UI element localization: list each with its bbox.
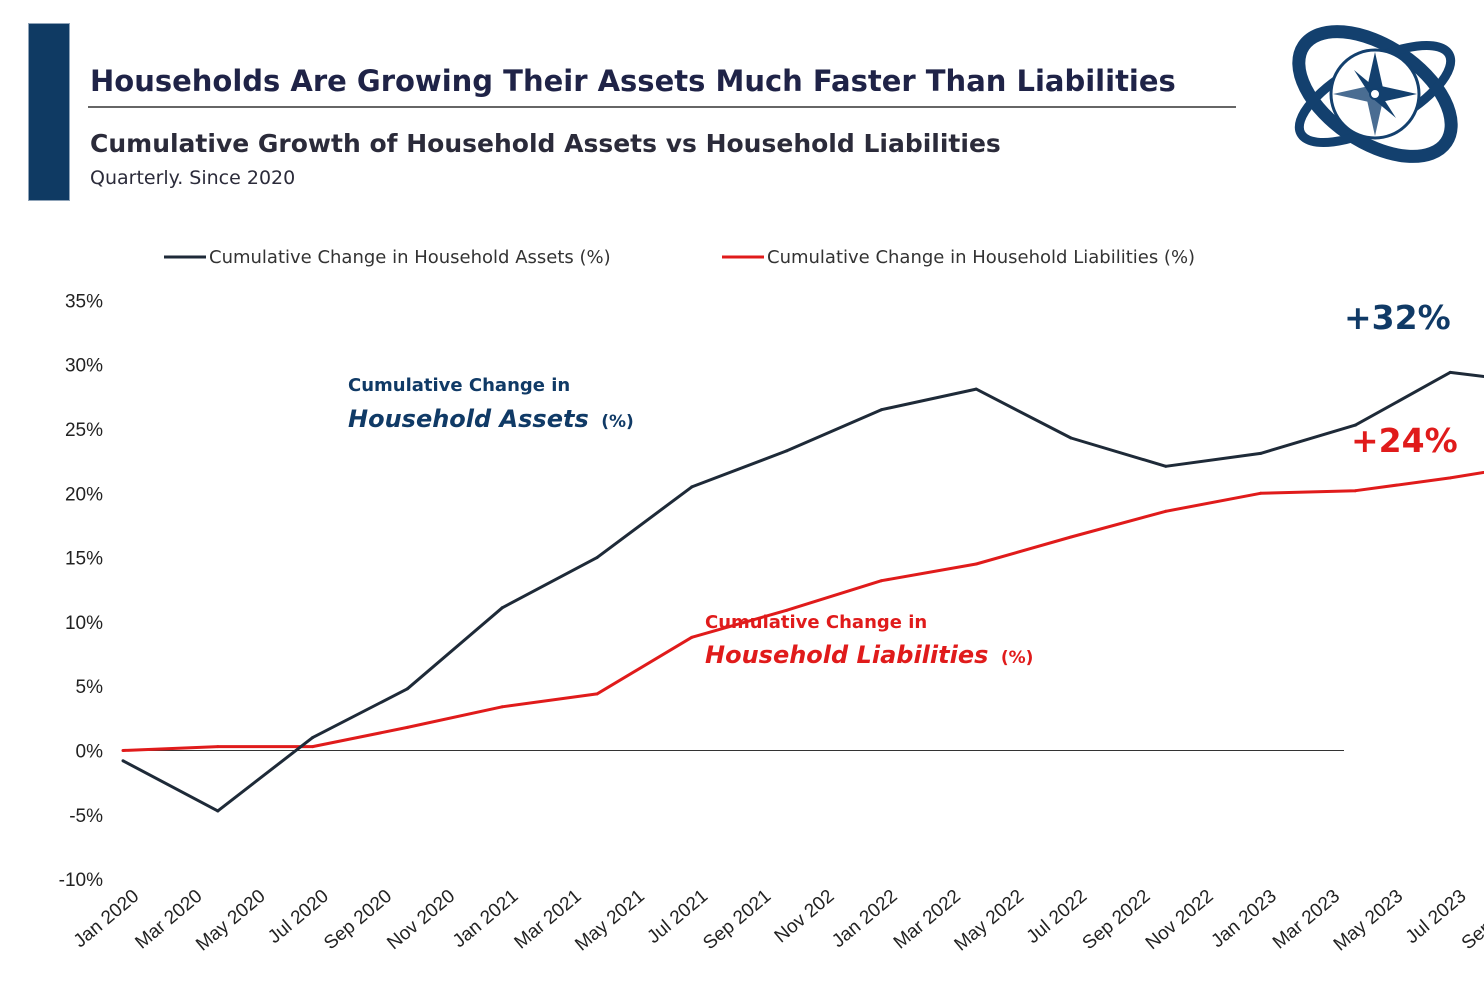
- data-point-assets: [311, 736, 315, 740]
- data-point-liabilities: [879, 579, 883, 583]
- data-point-assets: [595, 556, 599, 560]
- data-point-liabilities: [595, 692, 599, 696]
- data-point-liabilities: [405, 725, 409, 729]
- title-divider: [88, 106, 1236, 108]
- data-point-liabilities: [785, 608, 789, 612]
- end-value-label-assets: +32%: [1344, 298, 1451, 337]
- annotation-assets-prefix: Cumulative Change in: [348, 375, 570, 396]
- annotation-liabilities-unit: (%): [1001, 648, 1034, 668]
- legend-label-assets: Cumulative Change in Household Assets (%…: [209, 247, 611, 268]
- chart-frequency-note: Quarterly. Since 2020: [90, 167, 296, 189]
- data-point-liabilities: [1164, 509, 1168, 513]
- y-tick-label: 20%: [65, 484, 103, 505]
- x-tick-label: Nov 2020: [383, 886, 459, 954]
- annotation-liabilities: Cumulative Change in Household Liabiliti…: [705, 612, 1033, 669]
- annotation-assets-line: Household Assets (%): [348, 405, 634, 433]
- data-point-assets: [500, 606, 504, 610]
- data-point-assets: [1259, 451, 1263, 455]
- y-tick-label: 5%: [76, 677, 104, 698]
- data-point-liabilities: [974, 562, 978, 566]
- end-value-label-liabilities: +24%: [1351, 421, 1458, 460]
- data-point-liabilities: [121, 749, 125, 752]
- x-tick-label: Nov 202: [771, 886, 839, 948]
- x-tick-label: Jan 2022: [828, 886, 901, 952]
- compass-globe-logo-icon: [1292, 25, 1458, 163]
- data-point-liabilities: [216, 745, 220, 749]
- data-point-assets: [1448, 370, 1452, 374]
- data-points: [121, 370, 1452, 813]
- data-point-assets: [974, 387, 978, 391]
- data-point-liabilities: [1448, 476, 1452, 480]
- y-tick-label: 30%: [65, 356, 103, 377]
- legend-label-liabilities: Cumulative Change in Household Liabiliti…: [767, 247, 1195, 268]
- data-point-assets: [690, 485, 694, 489]
- annotation-liabilities-prefix: Cumulative Change in: [705, 612, 927, 633]
- y-tick-label: 25%: [65, 420, 103, 441]
- x-tick-label: Sep 2022: [1079, 886, 1155, 954]
- y-tick-label: -5%: [69, 806, 103, 827]
- y-tick-label: 0%: [76, 742, 104, 763]
- data-point-assets: [121, 759, 125, 763]
- data-point-assets: [1353, 423, 1357, 427]
- data-point-liabilities: [311, 745, 315, 749]
- data-point-liabilities: [1069, 535, 1073, 539]
- data-point-assets: [785, 449, 789, 453]
- y-axis-labels: -10% -5% 0% 5% 10% 15% 20% 25% 30% 35%: [59, 291, 103, 891]
- x-tick-label: May 2021: [571, 886, 648, 956]
- x-tick-label: Jan 2021: [449, 886, 522, 952]
- x-tick-label: Jan 2023: [1207, 886, 1280, 952]
- data-point-assets: [216, 809, 220, 813]
- data-point-liabilities: [500, 705, 504, 709]
- x-tick-label: Jan 2020: [70, 886, 143, 952]
- data-point-liabilities: [1353, 489, 1357, 493]
- data-point-assets: [1069, 436, 1073, 440]
- data-point-assets: [1164, 464, 1168, 468]
- annotation-assets-name: Household Assets: [348, 405, 589, 433]
- y-tick-label: 15%: [65, 549, 103, 570]
- series-line-assets: [122, 370, 1484, 813]
- x-tick-label: May 2020: [192, 886, 269, 956]
- chart-subtitle: Cumulative Growth of Household Assets vs…: [90, 129, 1001, 158]
- x-tick-label: Sep 2021: [699, 886, 775, 954]
- x-tick-label: Nov 2022: [1142, 886, 1218, 954]
- y-tick-label: 35%: [65, 291, 103, 312]
- annotation-liabilities-line: Household Liabilities (%): [705, 641, 1033, 669]
- chart-title: Households Are Growing Their Assets Much…: [90, 64, 1176, 98]
- data-point-assets: [879, 408, 883, 412]
- series-line-liabilities: [122, 470, 1484, 752]
- x-tick-label: May 2022: [951, 886, 1028, 956]
- data-point-assets: [405, 687, 409, 691]
- y-tick-label: -10%: [59, 870, 103, 891]
- annotation-assets: Cumulative Change in Household Assets (%…: [348, 375, 634, 433]
- accent-bar: [29, 24, 69, 200]
- data-point-liabilities: [690, 635, 694, 639]
- annotation-assets-unit: (%): [601, 412, 634, 432]
- y-tick-label: 10%: [65, 613, 103, 634]
- x-tick-label: Sep 2020: [320, 886, 396, 954]
- annotation-liabilities-name: Household Liabilities: [705, 641, 988, 669]
- data-point-liabilities: [1259, 491, 1263, 495]
- x-tick-label: May 2023: [1330, 886, 1407, 956]
- legend: Cumulative Change in Household Assets (%…: [164, 247, 1195, 268]
